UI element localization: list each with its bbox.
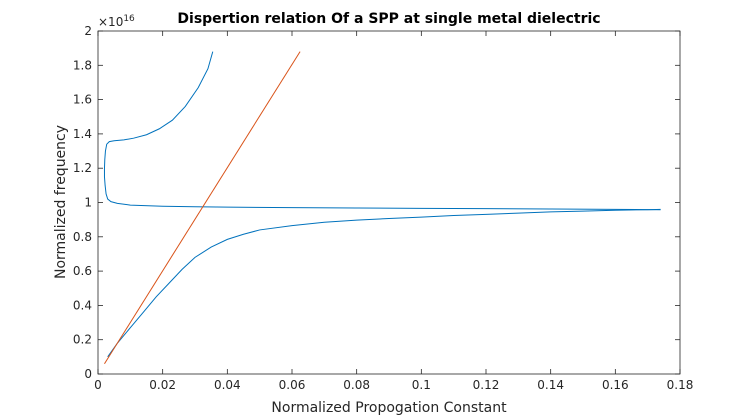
plot-area [97, 30, 681, 375]
x-tick-labels: 0 0.02 0.04 0.06 0.08 0.1 0.12 0.14 0.16 0.18 [94, 378, 693, 392]
y-axis-label: Normalized frequency [53, 125, 69, 279]
y-tick-label: 1.6 [73, 93, 92, 107]
x-tick-label: 0.12 [473, 378, 500, 392]
y-tick-label: 0.8 [73, 230, 92, 244]
y-tick-label: 1 [84, 196, 92, 210]
y-tick-label: 0.4 [73, 298, 92, 312]
x-tick-label: 0.1 [412, 378, 431, 392]
y-tick-label: 1.4 [73, 127, 92, 141]
y-tick-label: 1.8 [73, 58, 92, 72]
x-tick-label: 0.06 [279, 378, 306, 392]
x-tick-label: 0 [94, 378, 102, 392]
y-exponent-label: ×1016 [98, 14, 135, 29]
y-tick-label: 0 [84, 367, 92, 381]
y-tick-label: 2 [84, 24, 92, 38]
series-line-1 [107, 208, 661, 358]
y-tick-label: 1.2 [73, 161, 92, 175]
axis-ticks [97, 30, 681, 375]
series-line-3 [104, 51, 301, 364]
x-tick-label: 0.16 [602, 378, 629, 392]
chart-title: Dispertion relation Of a SPP at single m… [177, 11, 600, 27]
y-tick-label: 0.6 [73, 264, 92, 278]
x-axis-label: Normalized Propogation Constant [271, 400, 507, 416]
x-tick-label: 0.02 [149, 378, 176, 392]
y-exponent-power: 16 [123, 14, 135, 24]
x-tick-label: 0.08 [343, 378, 370, 392]
x-tick-label: 0.14 [537, 378, 564, 392]
y-exponent-base: ×10 [98, 15, 123, 29]
y-tick-labels: 0 0.2 0.4 0.6 0.8 1 1.2 1.4 1.6 1.8 2 [73, 24, 92, 381]
y-tick-label: 0.2 [73, 333, 92, 347]
x-tick-label: 0.18 [667, 378, 694, 392]
series-line-2 [103, 51, 661, 211]
x-tick-label: 0.04 [214, 378, 241, 392]
series-layer [103, 51, 661, 364]
